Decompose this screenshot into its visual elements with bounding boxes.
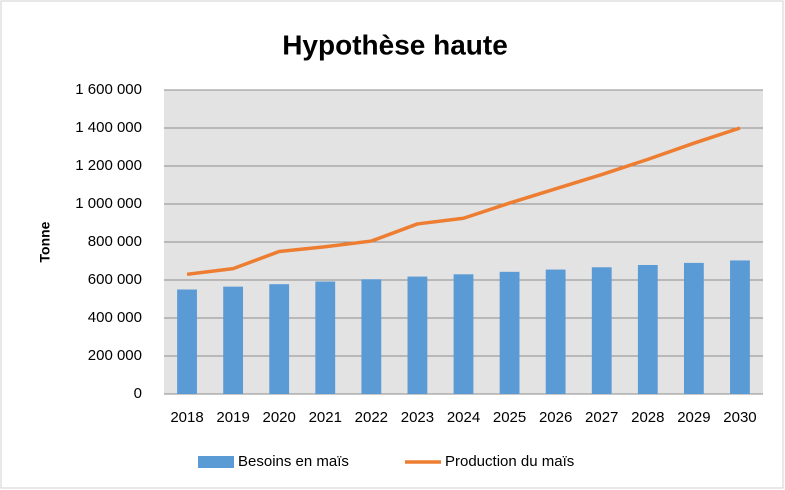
bar	[407, 276, 428, 394]
x-tick-label: 2019	[216, 409, 249, 426]
legend-label: Production du maïs	[445, 453, 574, 470]
x-tick-label: 2021	[309, 409, 342, 426]
bar	[683, 262, 704, 394]
bar	[223, 286, 244, 394]
bar	[361, 279, 382, 394]
y-tick-label: 200 000	[88, 347, 142, 364]
x-tick-label: 2029	[677, 409, 710, 426]
x-tick-label: 2023	[401, 409, 434, 426]
x-tick-label: 2030	[723, 409, 756, 426]
y-tick-label: 1 600 000	[75, 81, 142, 98]
bar	[269, 284, 290, 394]
x-tick-label: 2028	[631, 409, 664, 426]
y-tick-label: 800 000	[88, 233, 142, 250]
y-tick-label: 600 000	[88, 271, 142, 288]
line	[186, 126, 741, 277]
y-tick-label: 1 200 000	[75, 157, 142, 174]
x-tick-label: 2025	[493, 409, 526, 426]
x-tick-label: 2026	[539, 409, 572, 426]
chart-title: Hypothèse haute	[282, 29, 508, 60]
bar	[177, 289, 197, 394]
bar	[499, 271, 520, 394]
bar	[637, 264, 658, 394]
legend-swatch	[198, 456, 234, 468]
bar	[591, 267, 612, 394]
y-axis-label: Tonne	[37, 221, 53, 262]
x-tick-label: 2020	[263, 409, 296, 426]
bar	[453, 274, 474, 394]
y-tick-label: 1 000 000	[75, 195, 142, 212]
y-tick-label: 1 400 000	[75, 119, 142, 136]
x-tick-label: 2027	[585, 409, 618, 426]
y-tick-label: 0	[134, 385, 142, 402]
x-tick-label: 2024	[447, 409, 480, 426]
legend-label: Besoins en maïs	[238, 453, 349, 470]
x-tick-label: 2018	[170, 409, 203, 426]
bar	[545, 269, 566, 394]
bar	[315, 281, 336, 394]
bar	[730, 260, 750, 394]
y-tick-label: 400 000	[88, 309, 142, 326]
x-tick-label: 2022	[355, 409, 388, 426]
